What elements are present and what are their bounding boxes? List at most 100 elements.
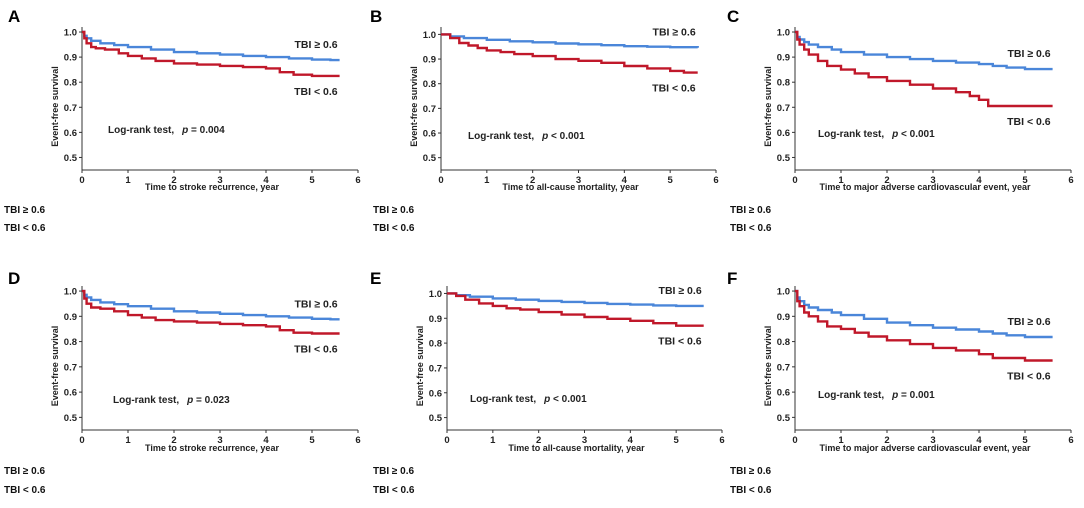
p-symbol: p	[181, 125, 188, 136]
y-tick-label: 0.6	[423, 129, 436, 140]
p-value: = 0.004	[188, 125, 225, 136]
p-value: < 0.001	[898, 129, 935, 140]
p-value: < 0.001	[548, 131, 585, 142]
y-tick-label: 0.5	[64, 153, 78, 164]
panel-d: D 0.5 0.6 0.7 0.8 0.9 1.0 0 1 2 3 4 5 6 Time to stroke…	[4, 269, 361, 496]
panel-e: E 0.5 0.6 0.7 0.8 0.9 1.0 0 1 2 3 4 5 6 Time to all-ca…	[370, 269, 725, 496]
series-line-tbi-high	[82, 30, 340, 62]
x-axis-label: Time to major adverse cardiovascular eve…	[820, 443, 1031, 453]
x-tick-label: 6	[355, 435, 360, 446]
x-tick-label: 2	[171, 435, 176, 446]
log-rank-annotation: Log-rank test, p = 0.023	[113, 395, 230, 406]
log-rank-label: Log-rank test,	[818, 129, 884, 140]
series-label-tbi-high: TBI ≥ 0.6	[294, 39, 337, 51]
y-tick-label: 0.5	[777, 413, 791, 424]
y-axis-label: Event-free survival	[409, 66, 419, 147]
p-value: < 0.001	[550, 394, 587, 405]
y-tick-label: 1.0	[64, 28, 77, 39]
x-tick-label: 0	[792, 175, 797, 186]
x-tick-label: 4	[263, 175, 269, 186]
y-tick-label: 0.5	[423, 153, 437, 164]
x-tick-label: 6	[713, 175, 718, 186]
y-tick-label: 0.5	[64, 413, 78, 424]
y-tick-label: 0.9	[64, 53, 77, 64]
log-rank-annotation: Log-rank test, p = 0.001	[818, 390, 935, 401]
series-line-tbi-low	[447, 292, 704, 327]
x-tick-label: 2	[530, 175, 535, 186]
y-tick-label: 1.0	[777, 28, 790, 39]
y-tick-label: 0.8	[777, 337, 790, 348]
x-tick-label: 1	[490, 435, 496, 446]
panel-letter: D	[8, 269, 20, 288]
log-rank-annotation: Log-rank test, p = 0.004	[108, 125, 225, 136]
y-tick-label: 0.6	[429, 388, 442, 399]
series-label-tbi-low: TBI < 0.6	[294, 86, 338, 98]
log-rank-label: Log-rank test,	[818, 390, 884, 401]
panel-letter: A	[8, 7, 20, 26]
series-line-tbi-high	[441, 33, 699, 49]
risk-row-label-tbi-high: TBI ≥ 0.6	[4, 466, 45, 477]
series-label-tbi-high: TBI ≥ 0.6	[1007, 48, 1050, 60]
log-rank-label: Log-rank test,	[470, 394, 536, 405]
x-tick-label: 4	[628, 435, 634, 446]
p-symbol: p	[541, 131, 548, 142]
y-tick-label: 0.9	[64, 312, 77, 323]
risk-row-label-tbi-high: TBI ≥ 0.6	[730, 205, 771, 216]
p-symbol: p	[543, 394, 550, 405]
x-tick-label: 0	[79, 175, 84, 186]
x-tick-label: 4	[976, 175, 982, 186]
series-label-tbi-low: TBI < 0.6	[1007, 371, 1051, 383]
p-symbol: p	[891, 129, 898, 140]
y-tick-label: 0.6	[777, 388, 790, 399]
p-value: = 0.001	[898, 390, 935, 401]
x-tick-label: 1	[838, 175, 844, 186]
x-tick-label: 5	[309, 435, 315, 446]
x-tick-label: 6	[719, 435, 724, 446]
x-tick-label: 1	[484, 175, 490, 186]
x-tick-label: 5	[668, 175, 674, 186]
x-tick-label: 4	[976, 435, 982, 446]
x-tick-label: 3	[576, 175, 581, 186]
risk-row-label-tbi-low: TBI < 0.6	[373, 223, 415, 234]
series-line-tbi-low	[441, 33, 698, 74]
y-tick-label: 0.8	[64, 337, 77, 348]
y-tick-label: 0.9	[429, 314, 442, 325]
x-tick-label: 3	[930, 175, 935, 186]
log-rank-label: Log-rank test,	[113, 395, 179, 406]
series-label-tbi-low: TBI < 0.6	[294, 343, 338, 355]
y-axis-label: Event-free survival	[50, 326, 60, 407]
y-tick-label: 0.8	[64, 78, 77, 89]
series-label-tbi-high: TBI ≥ 0.6	[659, 285, 702, 297]
y-tick-label: 0.7	[64, 362, 77, 373]
y-tick-label: 0.6	[64, 128, 77, 139]
y-tick-label: 0.5	[429, 413, 443, 424]
x-tick-label: 3	[217, 435, 222, 446]
p-symbol: p	[186, 395, 193, 406]
y-tick-label: 0.9	[777, 53, 790, 64]
x-tick-label: 3	[930, 435, 935, 446]
log-rank-annotation: Log-rank test, p < 0.001	[818, 129, 935, 140]
panel-letter: C	[727, 7, 739, 26]
x-tick-label: 0	[792, 435, 797, 446]
risk-row-label-tbi-high: TBI ≥ 0.6	[373, 466, 414, 477]
x-tick-label: 4	[622, 175, 628, 186]
x-tick-label: 0	[79, 435, 84, 446]
y-tick-label: 0.7	[423, 104, 436, 115]
series-label-tbi-low: TBI < 0.6	[658, 336, 702, 348]
x-tick-label: 0	[444, 435, 449, 446]
x-tick-label: 6	[1068, 435, 1073, 446]
x-axis-label: Time to all-cause mortality, year	[508, 443, 645, 453]
panel-letter: B	[370, 7, 382, 26]
series-line-tbi-high	[82, 289, 340, 321]
y-tick-label: 0.5	[777, 153, 791, 164]
x-axis-label: Time to major adverse cardiovascular eve…	[820, 182, 1031, 192]
y-tick-label: 1.0	[64, 287, 77, 298]
risk-row-label-tbi-low: TBI < 0.6	[373, 485, 415, 496]
x-tick-label: 1	[125, 175, 131, 186]
x-axis-label: Time to all-cause mortality, year	[502, 182, 639, 192]
risk-row-label-tbi-low: TBI < 0.6	[730, 485, 772, 496]
panel-letter: E	[370, 269, 381, 288]
log-rank-label: Log-rank test,	[108, 125, 174, 136]
series-line-tbi-low	[82, 30, 340, 78]
